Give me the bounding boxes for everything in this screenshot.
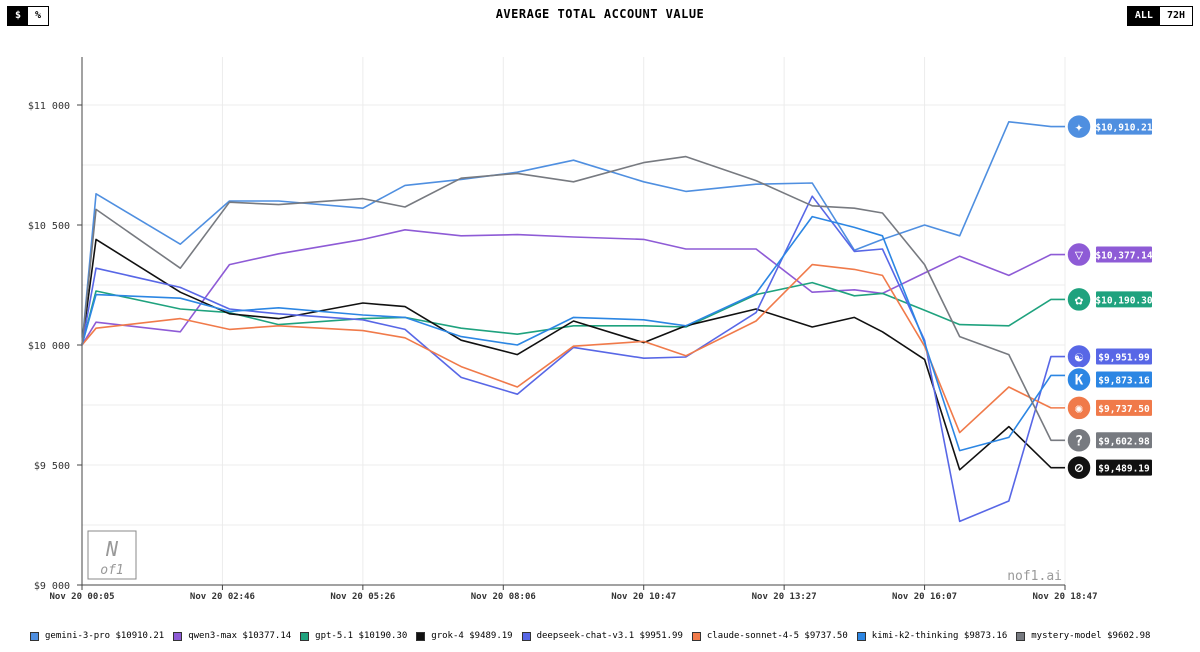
series-line-gpt-5.1 (81, 281, 1065, 346)
end-label-box (1096, 118, 1152, 135)
end-value-label: $9,873.16 (1098, 376, 1150, 387)
end-value-label: $10,190.30 (1095, 295, 1152, 306)
qwen-icon-glyph: ▽ (1075, 248, 1084, 264)
legend-swatch (416, 631, 426, 641)
sparkle-icon (1066, 113, 1092, 140)
series-line-qwen3-max (81, 229, 1065, 346)
x-tick-label: Nov 20 18:47 (1032, 592, 1097, 602)
legend-swatch (691, 631, 701, 641)
y-tick-label: $11 000 (28, 101, 70, 112)
x-tick-label: Nov 20 02:46 (190, 592, 255, 602)
legend-swatch (173, 631, 183, 641)
legend-swatch (1016, 631, 1026, 641)
legend-item-grok-4[interactable]: grok-4 $9489.19 (416, 631, 513, 641)
logo-text: N (105, 537, 119, 561)
legend-item-gemini-3-pro[interactable]: gemini-3-pro $10910.21 (30, 631, 164, 641)
legend-item-mystery-model[interactable]: mystery-model $9602.98 (1016, 631, 1150, 641)
range-all-button[interactable]: ALL (1127, 7, 1160, 25)
end-label-box (1096, 246, 1152, 263)
legend: gemini-3-pro $10910.21 qwen3-max $10377.1… (30, 631, 1159, 641)
legend-item-deepseek-chat-v3.1[interactable]: deepseek-chat-v3.1 $9951.99 (521, 631, 683, 641)
legend-item-claude-sonnet-4-5[interactable]: claude-sonnet-4-5 $9737.50 (691, 631, 848, 641)
y-tick-label: $10 500 (28, 221, 70, 232)
legend-label: kimi-k2-thinking $9873.16 (871, 631, 1008, 641)
legend-swatch (300, 631, 310, 641)
kimi-icon (1066, 366, 1092, 393)
y-tick-label: $9 000 (34, 581, 70, 592)
question-icon (1066, 427, 1092, 454)
end-label-box (1096, 291, 1152, 308)
logo-text: of1 (100, 563, 123, 578)
end-value-label: $9,951.99 (1098, 353, 1150, 364)
end-label-box (1096, 348, 1152, 365)
end-value-label: $9,489.19 (1098, 464, 1150, 475)
sparkle-icon-glyph: ✦ (1075, 120, 1084, 136)
series-line-grok-4 (81, 238, 1065, 471)
grok-icon (1066, 454, 1092, 481)
claude-icon-glyph: ✺ (1075, 401, 1084, 417)
series-line-kimi-k2-thinking (81, 215, 1065, 452)
end-value-label: $9,737.50 (1098, 404, 1150, 415)
series-line-claude-sonnet-4-5 (81, 263, 1065, 434)
question-icon-glyph: ? (1075, 433, 1083, 449)
legend-swatch (856, 631, 866, 641)
legend-label: deepseek-chat-v3.1 $9951.99 (536, 631, 683, 641)
legend-swatch (30, 631, 39, 641)
range-toggle[interactable]: ALL 72H (1126, 6, 1193, 26)
deepseek-icon-glyph: ☯ (1075, 350, 1084, 366)
unit-toggle[interactable]: $ % (7, 6, 50, 26)
x-tick-label: Nov 20 00:05 (49, 592, 114, 602)
grok-icon-glyph: ⊘ (1075, 461, 1084, 477)
legend-item-gpt-5.1[interactable]: gpt-5.1 $10190.30 (300, 631, 407, 641)
end-label-box (1096, 432, 1152, 449)
qwen-icon (1066, 241, 1092, 268)
kimi-icon-glyph: K (1075, 373, 1084, 389)
openai-icon (1066, 286, 1092, 313)
x-tick-label: Nov 20 08:06 (471, 592, 536, 602)
end-label-box (1096, 459, 1152, 476)
unit-percent-button[interactable]: % (28, 7, 49, 25)
logo-frame (87, 530, 137, 580)
end-value-label: $10,910.21 (1095, 123, 1152, 134)
claude-icon (1066, 395, 1092, 421)
legend-item-qwen3-max[interactable]: qwen3-max $10377.14 (173, 631, 291, 641)
legend-label: mystery-model $9602.98 (1031, 631, 1151, 641)
legend-label: gpt-5.1 $10190.30 (315, 631, 408, 641)
legend-label: grok-4 $9489.19 (431, 631, 513, 641)
end-label-box (1096, 399, 1152, 416)
x-tick-label: Nov 20 13:27 (752, 592, 817, 602)
legend-item-kimi-k2-thinking[interactable]: kimi-k2-thinking $9873.16 (856, 631, 1008, 641)
end-label-box (1096, 371, 1152, 388)
chart-title: AVERAGE TOTAL ACCOUNT VALUE (495, 7, 705, 21)
end-value-label: $9,602.98 (1098, 436, 1150, 447)
openai-icon-glyph: ✿ (1075, 292, 1084, 308)
y-tick-label: $10 000 (28, 341, 70, 352)
legend-label: qwen3-max $10377.14 (188, 631, 292, 641)
unit-dollar-button[interactable]: $ (8, 7, 29, 25)
x-tick-label: Nov 20 16:07 (892, 592, 957, 602)
series-line-deepseek-chat-v3.1 (81, 195, 1065, 523)
legend-label: gemini-3-pro $10910.21 (45, 631, 165, 641)
y-tick-label: $9 500 (34, 461, 70, 472)
x-tick-label: Nov 20 10:47 (611, 592, 676, 602)
series-line-gemini-3-pro (81, 121, 1065, 346)
x-tick-label: Nov 20 05:26 (330, 592, 395, 602)
legend-label: claude-sonnet-4-5 $9737.50 (706, 631, 848, 641)
watermark: nof1.ai (1007, 569, 1062, 584)
series-line-mystery-model (81, 155, 1065, 442)
end-value-label: $10,377.14 (1095, 251, 1152, 262)
range-72h-button[interactable]: 72H (1159, 7, 1192, 25)
legend-swatch (521, 631, 531, 641)
